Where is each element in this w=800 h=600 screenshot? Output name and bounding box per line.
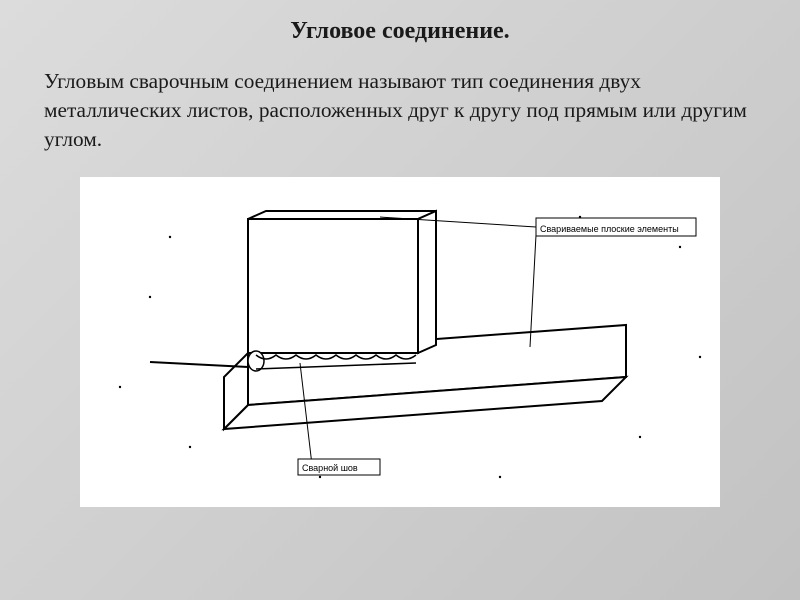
svg-text:Сварной шов: Сварной шов [302, 463, 358, 473]
diagram-figure: Свариваемые плоские элементы Сварной шов [80, 177, 720, 507]
page-title: Угловое соединение. [0, 0, 800, 45]
svg-text:Свариваемые плоские элементы: Свариваемые плоские элементы [540, 224, 679, 234]
description-text: Угловым сварочным соединением называют т… [0, 45, 800, 153]
corner-joint-diagram: Свариваемые плоские элементы Сварной шов [80, 177, 720, 507]
